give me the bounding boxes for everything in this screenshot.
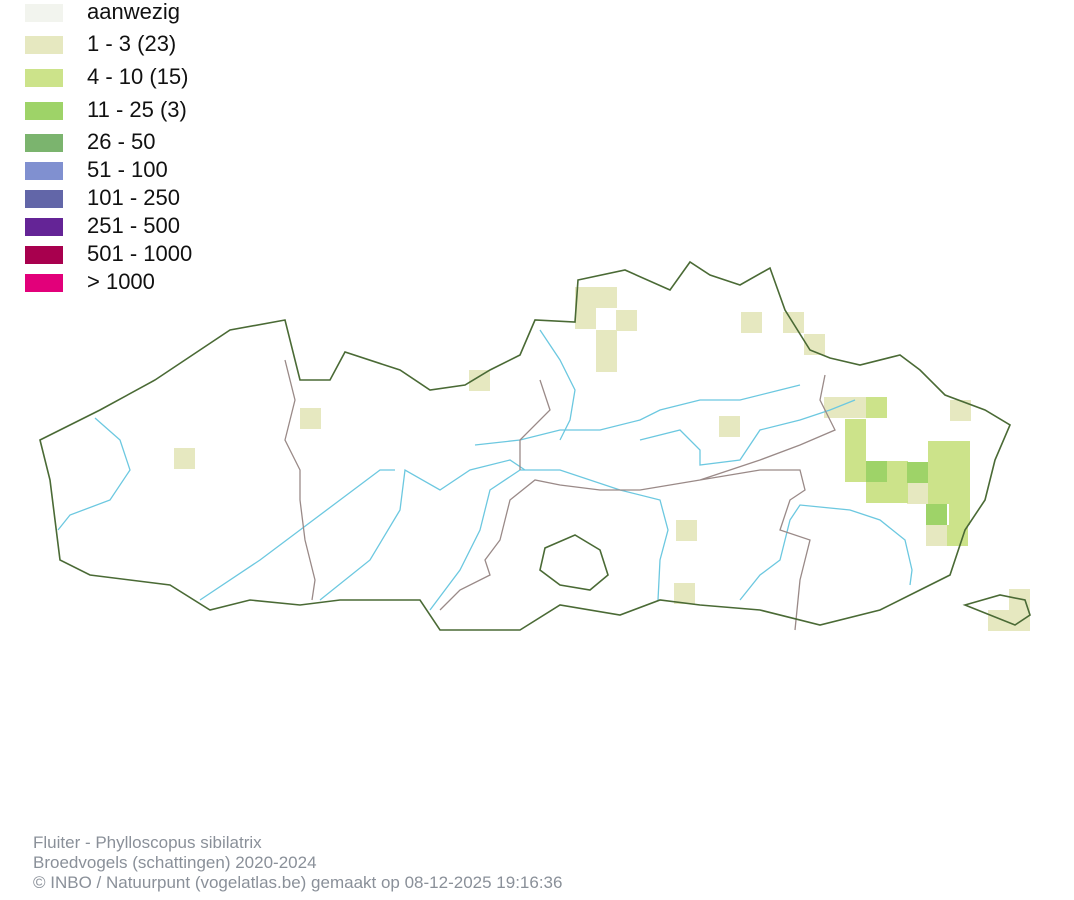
legend-swatch	[25, 36, 63, 54]
legend-item: 101 - 250	[25, 185, 285, 210]
grid-cell	[300, 408, 321, 429]
grid-cell	[928, 483, 949, 504]
grid-cell	[674, 583, 695, 604]
legend-label: 51 - 100	[87, 157, 168, 182]
legend-label: 4 - 10 (15)	[87, 64, 189, 89]
grid-cells	[174, 287, 1030, 631]
legend-swatch	[25, 190, 63, 208]
grid-cell	[469, 370, 490, 391]
grid-cell	[949, 441, 970, 462]
legend-swatch	[25, 246, 63, 264]
grid-cell	[949, 483, 970, 504]
grid-cell	[676, 520, 697, 541]
dataset-subtitle: Broedvogels (schattingen) 2020-2024	[33, 853, 317, 872]
grid-cell	[845, 419, 866, 440]
legend-label: > 1000	[87, 269, 155, 294]
grid-cell	[988, 610, 1009, 631]
grid-cell	[866, 397, 887, 418]
grid-cell	[596, 351, 617, 372]
grid-cell	[950, 400, 971, 421]
grid-cell	[616, 310, 637, 331]
legend-item: > 1000	[25, 269, 285, 294]
legend-item: 51 - 100	[25, 157, 285, 182]
legend-item: 501 - 1000	[25, 241, 285, 266]
grid-cell	[575, 308, 596, 329]
species-title: Fluiter - Phylloscopus sibilatrix	[33, 833, 262, 852]
legend-item: 4 - 10 (15)	[25, 64, 285, 89]
grid-cell	[719, 416, 740, 437]
grid-cell	[845, 461, 866, 482]
legend-swatch	[25, 4, 63, 22]
grid-cell	[596, 330, 617, 351]
grid-cell	[928, 441, 949, 462]
grid-cell	[866, 482, 887, 503]
legend-label: 26 - 50	[87, 129, 156, 154]
grid-cell	[926, 525, 947, 546]
legend-item: 11 - 25 (3)	[25, 97, 285, 122]
legend-label: 501 - 1000	[87, 241, 193, 266]
grid-cell	[174, 448, 195, 469]
legend-label: 11 - 25 (3)	[87, 97, 187, 122]
legend-label: aanwezig	[87, 0, 180, 24]
copyright-text: © INBO / Natuurpunt (vogelatlas.be) gema…	[33, 873, 563, 892]
legend-swatch	[25, 134, 63, 152]
grid-cell	[947, 525, 968, 546]
grid-cell	[887, 482, 908, 503]
grid-cell	[949, 462, 970, 483]
grid-cell	[845, 440, 866, 461]
province-border	[284, 359, 836, 631]
legend-label: 1 - 3 (23)	[87, 31, 177, 56]
river	[57, 329, 913, 611]
grid-cell	[887, 461, 908, 482]
legend-swatch	[25, 69, 63, 87]
legend-swatch	[25, 162, 63, 180]
legend-swatch	[25, 218, 63, 236]
legend-item: 251 - 500	[25, 213, 285, 238]
legend-item: 1 - 3 (23)	[25, 31, 285, 56]
grid-cell	[596, 287, 617, 308]
grid-cell	[1009, 610, 1030, 631]
grid-cell	[741, 312, 762, 333]
grid-cell	[907, 483, 928, 504]
legend-item: 26 - 50	[25, 129, 285, 154]
grid-cell	[907, 462, 928, 483]
grid-cell	[845, 397, 866, 418]
legend-label: 101 - 250	[87, 185, 180, 210]
flanders-border	[39, 260, 1031, 631]
grid-cell	[928, 462, 949, 483]
legend-item: aanwezig	[25, 0, 285, 24]
legend-label: 251 - 500	[87, 213, 180, 238]
map-caption: Fluiter - Phylloscopus sibilatrix Broedv…	[33, 833, 562, 893]
legend-swatch	[25, 274, 63, 292]
grid-cell	[926, 504, 947, 525]
legend-swatch	[25, 102, 63, 120]
grid-cell	[575, 287, 596, 308]
grid-cell	[949, 504, 970, 525]
grid-cell	[866, 461, 887, 482]
